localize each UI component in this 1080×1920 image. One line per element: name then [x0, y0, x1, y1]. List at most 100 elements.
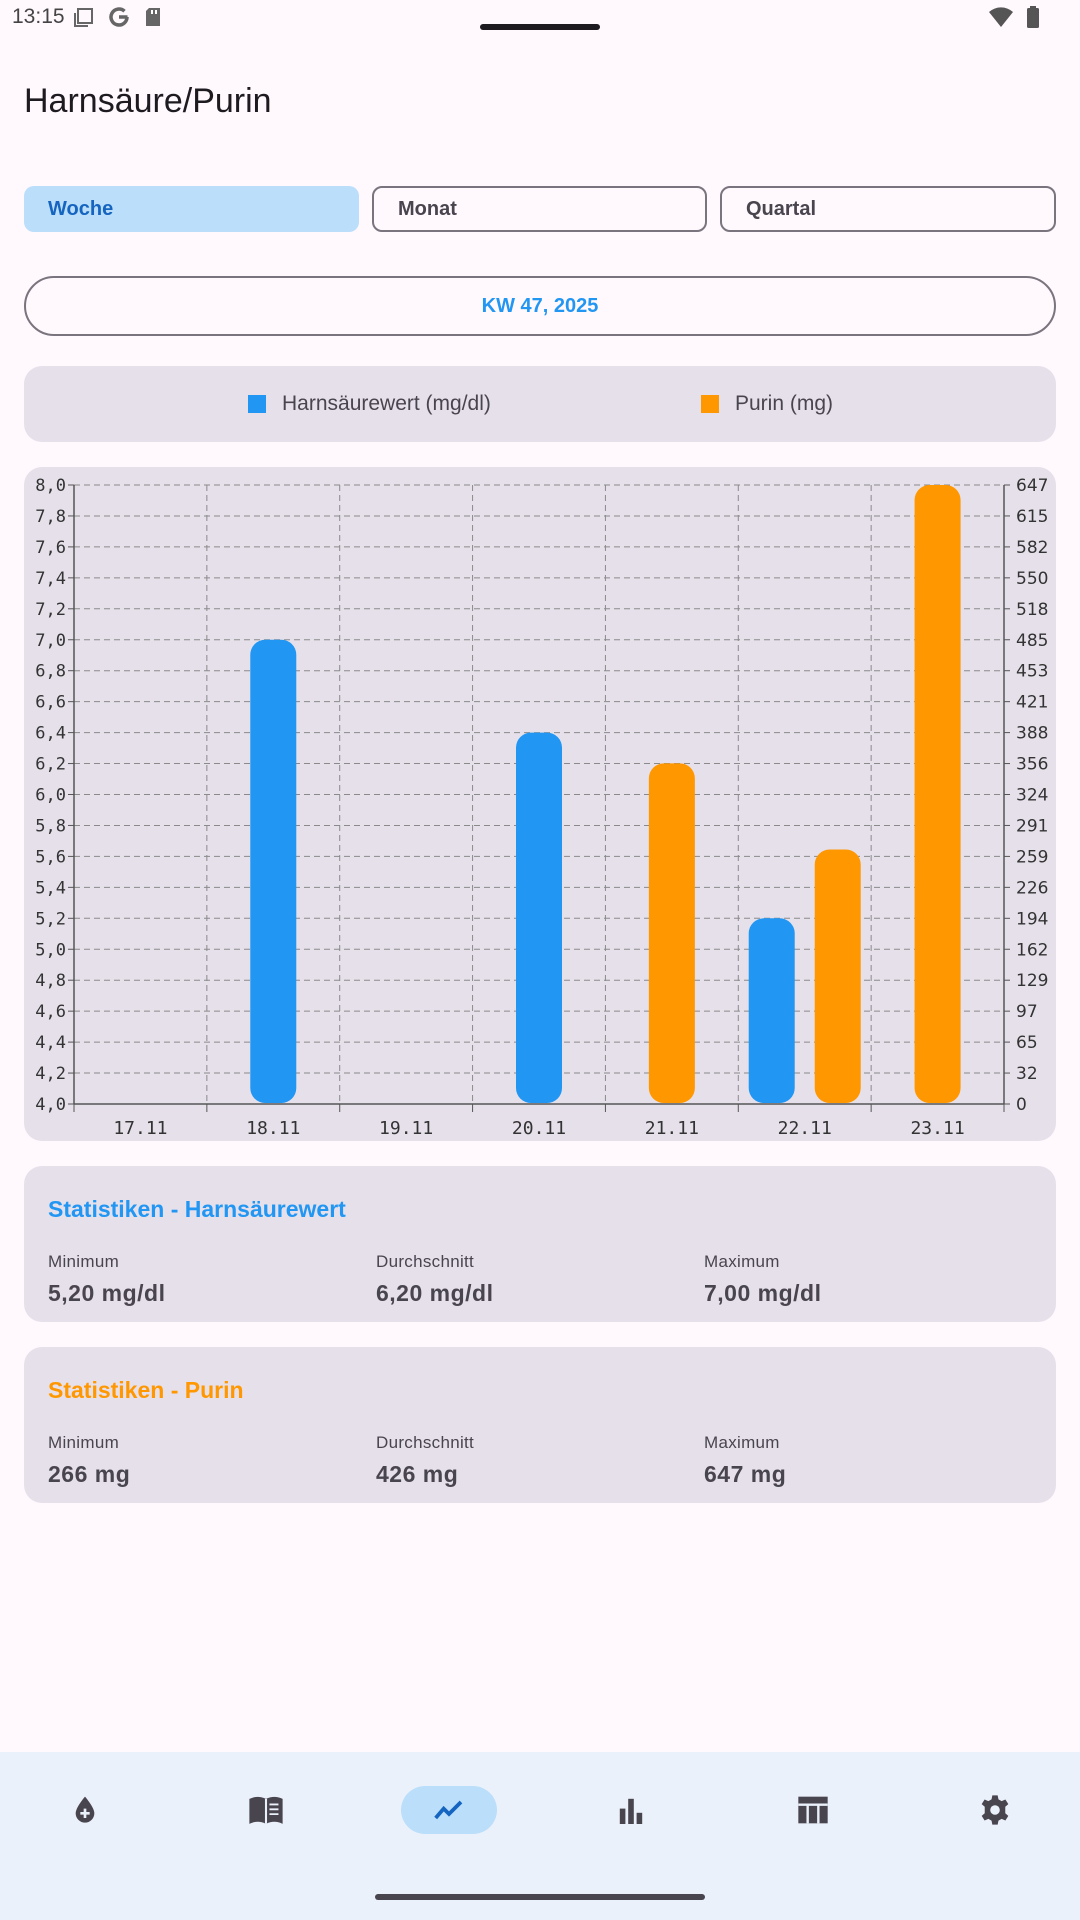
y-left-tick-label: 7,2 — [35, 600, 66, 620]
stat-label: Minimum — [48, 1433, 120, 1452]
stats-card-purine: Statistiken - Purin Minimum 266 mg Durch… — [24, 1347, 1056, 1503]
stat-value: 266 mg — [48, 1461, 131, 1487]
week-selector-button[interactable]: KW 47, 2025 — [24, 276, 1056, 336]
y-right-tick-label: 226 — [1016, 878, 1048, 898]
x-tick-label: 19.11 — [379, 1118, 433, 1139]
y-right-tick-label: 324 — [1016, 786, 1048, 806]
book-icon — [249, 1796, 283, 1824]
y-left-tick-label: 6,8 — [35, 662, 66, 682]
stat-label: Durchschnitt — [376, 1433, 475, 1452]
nav-item-diary[interactable] — [218, 1786, 314, 1834]
trend-line-icon — [434, 1800, 463, 1820]
stat-value: 647 mg — [704, 1461, 787, 1487]
stats-title-uric-acid: Statistiken - Harnsäurewert — [48, 1196, 346, 1222]
chart-card: 4,0 0 4,2 32 4,4 65 4,6 97 4,8 129 5,0 162 5,2 194 5,4… — [24, 467, 1056, 1141]
y-right-tick-label: 388 — [1016, 724, 1048, 744]
tab-quarter[interactable]: Quartal — [720, 186, 1056, 232]
legend-swatch-uric-acid — [248, 395, 266, 413]
stat-minimum: Minimum 5,20 mg/dl — [48, 1252, 165, 1307]
stat-average: Durchschnitt 426 mg — [376, 1433, 474, 1488]
tab-week[interactable]: Woche — [24, 186, 359, 232]
bar-chart-icon — [619, 1798, 643, 1824]
page-title: Harnsäure/Purin — [24, 82, 272, 120]
y-left-tick-label: 5,4 — [35, 878, 66, 898]
camera-bar — [480, 24, 600, 30]
status-system-icons — [988, 6, 1040, 28]
y-left-tick-label: 5,2 — [35, 909, 66, 929]
y-right-tick-label: 97 — [1016, 1002, 1038, 1022]
x-tick-label: 22.11 — [778, 1118, 832, 1139]
y-left-tick-label: 4,0 — [35, 1095, 66, 1115]
table-icon — [798, 1796, 828, 1824]
nav-item-trend[interactable] — [401, 1786, 497, 1834]
x-tick-label: 20.11 — [512, 1118, 566, 1139]
x-tick-label: 18.11 — [246, 1118, 300, 1139]
status-notification-icons — [74, 6, 162, 28]
y-right-tick-label: 356 — [1016, 755, 1048, 775]
status-bar: 13:15 — [0, 0, 1080, 40]
y-left-tick-label: 7,0 — [35, 631, 66, 651]
y-right-tick-label: 291 — [1016, 816, 1048, 836]
y-right-tick-label: 582 — [1016, 538, 1048, 558]
y-left-tick-label: 5,6 — [35, 847, 66, 867]
stat-label: Maximum — [704, 1252, 780, 1271]
legend-label-uric-acid: Harnsäurewert (mg/dl) — [282, 392, 491, 415]
legend-label-purine: Purin (mg) — [735, 392, 834, 415]
bar-uric-acid — [516, 732, 562, 1103]
y-right-tick-label: 485 — [1016, 631, 1048, 651]
y-right-tick-label: 194 — [1016, 909, 1048, 929]
stat-label: Durchschnitt — [376, 1252, 475, 1271]
y-right-tick-label: 259 — [1016, 847, 1048, 867]
y-right-tick-label: 453 — [1016, 662, 1048, 682]
x-tick-label: 23.11 — [910, 1118, 964, 1139]
legend-swatch-purine — [701, 395, 719, 413]
stat-value: 5,20 mg/dl — [48, 1280, 166, 1306]
stat-average: Durchschnitt 6,20 mg/dl — [376, 1252, 493, 1307]
y-right-tick-label: 0 — [1016, 1095, 1027, 1115]
y-left-tick-label: 5,8 — [35, 816, 66, 836]
y-left-tick-label: 7,6 — [35, 538, 66, 558]
stat-label: Minimum — [48, 1252, 120, 1271]
bottom-navigation — [0, 1752, 1080, 1920]
sd-card-icon — [146, 8, 160, 26]
y-left-tick-label: 5,0 — [35, 940, 66, 960]
y-right-tick-label: 65 — [1016, 1033, 1038, 1053]
y-right-tick-label: 615 — [1016, 507, 1048, 527]
blood-drop-add-icon — [75, 1796, 95, 1823]
y-right-tick-label: 647 — [1016, 476, 1048, 496]
stat-label: Maximum — [704, 1433, 780, 1452]
nav-item-table[interactable] — [765, 1786, 861, 1834]
y-left-tick-label: 6,4 — [35, 724, 66, 744]
status-time: 13:15 — [12, 5, 65, 28]
nav-item-entry[interactable] — [37, 1786, 133, 1834]
screenshot-icon — [74, 8, 93, 27]
stat-value: 6,20 mg/dl — [376, 1280, 494, 1306]
stat-minimum: Minimum 266 mg — [48, 1433, 130, 1488]
nav-item-settings[interactable] — [947, 1786, 1043, 1834]
y-left-tick-label: 4,2 — [35, 1064, 66, 1084]
stat-value: 426 mg — [376, 1461, 459, 1487]
y-left-tick-label: 7,8 — [35, 507, 66, 527]
bar-purine — [914, 485, 961, 1103]
x-tick-label: 17.11 — [113, 1118, 167, 1139]
stats-title-purine: Statistiken - Purin — [48, 1377, 244, 1403]
stats-card-uric-acid: Statistiken - Harnsäurewert Minimum 5,20… — [24, 1166, 1056, 1322]
y-left-tick-label: 6,6 — [35, 693, 66, 713]
battery-icon — [1027, 6, 1039, 28]
x-tick-label: 21.11 — [645, 1118, 699, 1139]
y-right-tick-label: 518 — [1016, 600, 1048, 620]
legend-item-uric-acid: Harnsäurewert (mg/dl) — [248, 366, 491, 442]
nav-item-statistics[interactable] — [583, 1786, 679, 1834]
google-icon — [109, 7, 129, 27]
tab-month[interactable]: Monat — [372, 186, 707, 232]
bar-uric-acid — [748, 918, 795, 1103]
bar-uric-acid — [250, 639, 297, 1103]
bar-chart: 4,0 0 4,2 32 4,4 65 4,6 97 4,8 129 5,0 162 5,2 194 5,4… — [35, 476, 1048, 1139]
stat-value: 7,00 mg/dl — [704, 1280, 822, 1306]
y-left-tick-label: 6,2 — [35, 755, 66, 775]
y-left-tick-label: 8,0 — [35, 476, 66, 496]
y-left-tick-label: 4,4 — [35, 1033, 66, 1053]
y-right-tick-label: 162 — [1016, 940, 1048, 960]
bar-purine — [814, 849, 861, 1103]
bar-purine — [648, 763, 695, 1103]
